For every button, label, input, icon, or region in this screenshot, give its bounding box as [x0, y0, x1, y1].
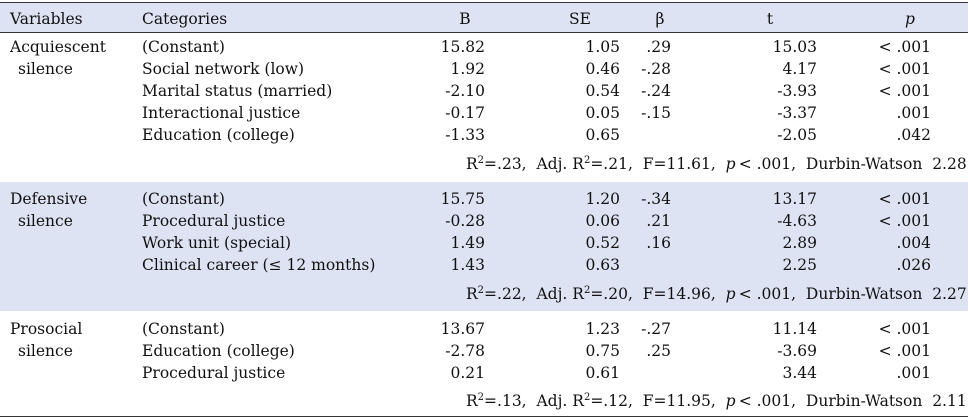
- row-beta: -.34: [641, 190, 671, 208]
- row-b: -1.33: [445, 126, 485, 144]
- variable-name: Acquiescent: [10, 38, 106, 56]
- row-b: 1.92: [450, 60, 485, 78]
- row-p: < .001: [878, 190, 931, 208]
- row-category: (Constant): [142, 320, 225, 338]
- row-se: 0.06: [585, 212, 620, 230]
- row-p: .001: [896, 364, 931, 382]
- row-b: -2.10: [445, 82, 485, 100]
- row-p: .004: [896, 234, 931, 252]
- model-stats: R2=.23, Adj. R2=.21, F=11.61, p < .001, …: [466, 155, 967, 173]
- row-p: .001: [896, 104, 931, 122]
- row-category: Education (college): [142, 126, 295, 144]
- variable-name-line2: silence: [18, 212, 73, 230]
- row-category: Marital status (married): [142, 82, 333, 100]
- table-bottom-rule: [0, 416, 968, 417]
- model-stats: R2=.13, Adj. R2=.12, F=11.95, p < .001, …: [466, 392, 967, 410]
- header-t: t: [766, 10, 774, 28]
- row-b: 15.75: [440, 190, 485, 208]
- row-t: 4.17: [782, 60, 817, 78]
- variable-name-line2: silence: [18, 342, 73, 360]
- row-se: 1.23: [585, 320, 620, 338]
- row-category: Social network (low): [142, 60, 305, 78]
- row-beta: .21: [646, 212, 671, 230]
- row-category: Work unit (special): [142, 234, 291, 252]
- row-se: 0.52: [585, 234, 620, 252]
- table-header: Variables Categories B SE β t p: [0, 2, 968, 33]
- row-beta: -.15: [641, 104, 671, 122]
- row-beta: .25: [646, 342, 671, 360]
- row-p: < .001: [878, 342, 931, 360]
- row-se: 0.05: [585, 104, 620, 122]
- row-t: 2.89: [782, 234, 817, 252]
- row-b: 1.43: [450, 256, 485, 274]
- row-b: 13.67: [440, 320, 485, 338]
- row-t: 2.25: [782, 256, 817, 274]
- row-p: < .001: [878, 38, 931, 56]
- row-t: -3.93: [777, 82, 817, 100]
- row-p: .042: [896, 126, 931, 144]
- row-category: (Constant): [142, 38, 225, 56]
- row-b: 1.49: [450, 234, 485, 252]
- row-beta: -.24: [641, 82, 671, 100]
- row-b: -0.28: [445, 212, 485, 230]
- row-beta: -.27: [641, 320, 671, 338]
- model-stats: R2=.22, Adj. R2=.20, F=14.96, p < .001, …: [466, 285, 967, 303]
- row-se: 0.46: [585, 60, 620, 78]
- row-t: -4.63: [777, 212, 817, 230]
- row-beta: .29: [646, 38, 671, 56]
- row-category: Education (college): [142, 342, 295, 360]
- row-t: 15.03: [772, 38, 817, 56]
- row-t: -3.69: [777, 342, 817, 360]
- row-t: 13.17: [772, 190, 817, 208]
- row-beta: .16: [646, 234, 671, 252]
- row-category: Interactional justice: [142, 104, 301, 122]
- row-category: Procedural justice: [142, 212, 286, 230]
- row-se: 0.65: [585, 126, 620, 144]
- group-prosocial: Prosocial silence (Constant) 13.67 1.23 …: [0, 311, 968, 417]
- row-category: (Constant): [142, 190, 225, 208]
- row-se: 1.05: [585, 38, 620, 56]
- group-acquiescent: Acquiescent silence (Constant) 15.82 1.0…: [0, 36, 968, 182]
- row-p: < .001: [878, 212, 931, 230]
- variable-name: Prosocial: [10, 320, 83, 338]
- header-b: B: [459, 10, 471, 28]
- row-t: 11.14: [772, 320, 817, 338]
- row-se: 0.75: [585, 342, 620, 360]
- variable-name-line2: silence: [18, 60, 73, 78]
- row-p: < .001: [878, 320, 931, 338]
- row-p: < .001: [878, 82, 931, 100]
- row-b: -2.78: [445, 342, 485, 360]
- row-se: 0.54: [585, 82, 620, 100]
- variable-name: Defensive: [10, 190, 88, 208]
- row-b: -0.17: [445, 104, 485, 122]
- header-variables: Variables: [10, 10, 83, 28]
- header-p: p: [905, 10, 915, 28]
- row-t: -3.37: [777, 104, 817, 122]
- row-se: 0.63: [585, 256, 620, 274]
- row-t: -2.05: [777, 126, 817, 144]
- row-category: Clinical career (≤ 12 months): [142, 256, 376, 274]
- row-beta: -.28: [641, 60, 671, 78]
- row-t: 3.44: [782, 364, 817, 382]
- header-beta: β: [655, 10, 665, 28]
- row-b: 0.21: [450, 364, 485, 382]
- row-se: 0.61: [585, 364, 620, 382]
- row-se: 1.20: [585, 190, 620, 208]
- row-b: 15.82: [440, 38, 485, 56]
- header-categories: Categories: [142, 10, 228, 28]
- group-defensive: Defensive silence (Constant) 15.75 1.20 …: [0, 182, 968, 311]
- row-category: Procedural justice: [142, 364, 286, 382]
- row-p: .026: [896, 256, 931, 274]
- header-se: SE: [569, 10, 591, 28]
- row-p: < .001: [878, 60, 931, 78]
